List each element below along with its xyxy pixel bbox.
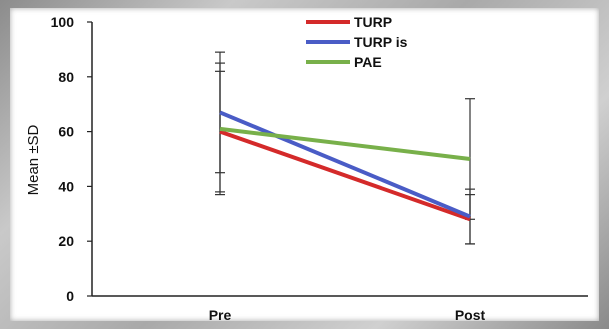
legend: TURP TURP is PAE (306, 14, 408, 70)
legend-label: TURP is (354, 34, 408, 50)
y-tick-label: 80 (58, 69, 74, 85)
y-tick-label: 20 (58, 233, 74, 249)
legend-label: TURP (354, 14, 392, 30)
series-line (219, 110, 471, 219)
x-tick-label: Pre (209, 307, 232, 323)
y-tick-label: 60 (58, 124, 74, 140)
x-tick-label: Post (455, 307, 486, 323)
series-line (219, 129, 471, 222)
y-axis-label: Mean ±SD (25, 124, 42, 195)
y-tick-label: 40 (58, 178, 74, 194)
legend-label: PAE (354, 54, 382, 70)
error-bars (215, 51, 475, 245)
y-tick-label: 0 (66, 288, 74, 304)
series-line (219, 126, 471, 161)
chart-panel (10, 8, 599, 321)
axes: 0 20 40 60 80 100 Pre Post (51, 14, 588, 323)
series-lines (219, 110, 471, 222)
y-tick-label: 100 (51, 14, 75, 30)
